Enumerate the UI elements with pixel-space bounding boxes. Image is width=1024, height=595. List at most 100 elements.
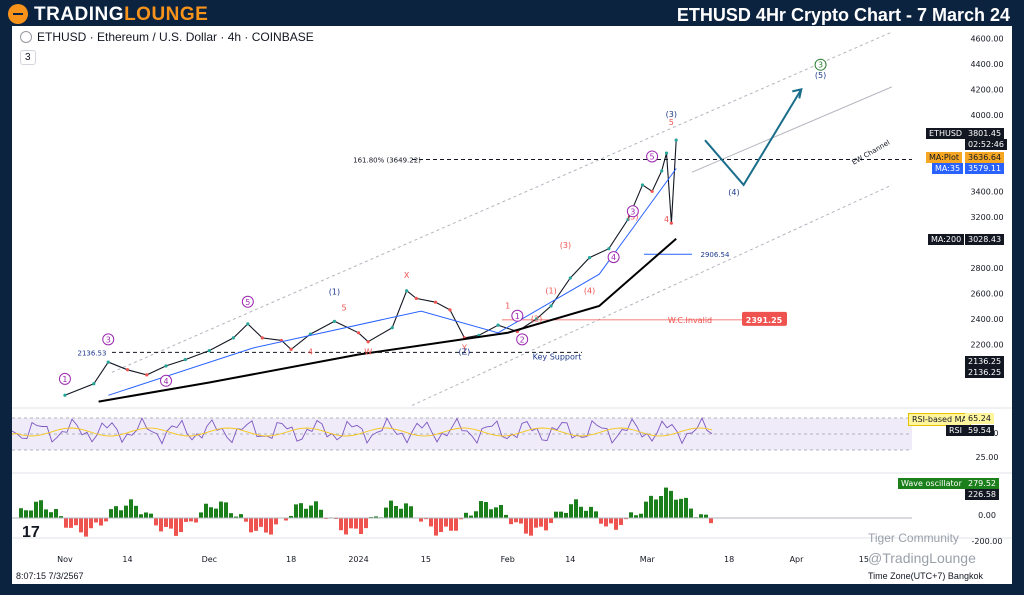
- wave-osc-bar: [579, 506, 583, 518]
- wave-osc-bar: [129, 499, 133, 518]
- wave-osc-bar: [84, 518, 88, 537]
- wave-osc-bar: [39, 500, 43, 518]
- wave-circle-marker: [241, 295, 254, 308]
- price-point: [607, 247, 611, 251]
- ma35-tag-value: 3579.11: [965, 163, 1005, 174]
- price-tick-label: 3200.00: [970, 213, 1003, 222]
- wave-osc-bar: [259, 518, 263, 527]
- wave-osc-bar: [19, 508, 23, 518]
- symbol-legend[interactable]: ETHUSD · Ethereum / U.S. Dollar · 4h · C…: [20, 30, 314, 44]
- wave-label-p4: (4): [728, 188, 739, 197]
- chart-svg[interactable]: 4600.00 4400.00 4200.00 4000.00 3400.00 3200.…: [11, 26, 1012, 584]
- wave-osc-bar: [659, 495, 663, 518]
- wave-osc-bar: [534, 518, 538, 528]
- rsi-tag-label: RSI: [946, 425, 965, 436]
- wc-invalid-badge: [742, 311, 787, 326]
- wave-osc-bar: [629, 512, 633, 518]
- ew-channel-label: EW Channel: [851, 139, 892, 167]
- ma35-line: [108, 168, 677, 396]
- sub-tick-label: -200.00: [972, 537, 1003, 546]
- chart-area[interactable]: 4600.00 4400.00 4200.00 4000.00 3400.00 3200.…: [11, 26, 1012, 584]
- wave-osc-bar: [274, 518, 278, 525]
- wave-label-c3b: 3: [630, 207, 635, 216]
- wave-osc-bar: [689, 508, 693, 518]
- ew-channel-upper: [111, 31, 893, 373]
- timezone-label[interactable]: Time Zone(UTC+7) Bangkok: [868, 571, 983, 581]
- price-point: [125, 368, 130, 372]
- sub-tick-label: 25.00: [976, 453, 999, 462]
- sub-tick-label: 0.00: [978, 511, 996, 520]
- wave-osc-bar: [559, 511, 563, 518]
- tradinglounge-watermark: @TradingLounge: [868, 550, 976, 566]
- wave-osc-bar: [64, 518, 68, 528]
- price-point: [390, 326, 394, 330]
- wave-osc-bar: [439, 518, 443, 533]
- wave-osc-bar: [264, 518, 268, 533]
- wave-osc-bar: [449, 518, 453, 531]
- price-point: [164, 364, 168, 368]
- wave-osc-bar: [234, 516, 238, 518]
- price-point: [568, 276, 572, 280]
- wave-osc-bar: [634, 515, 638, 518]
- ethusd-tag-value: 3801.45: [965, 128, 1005, 139]
- price-point: [289, 347, 293, 351]
- wave-label-p3: (3): [666, 110, 677, 119]
- price-tick-label: 4200.00: [970, 85, 1003, 94]
- tradingview-logo[interactable]: 17: [22, 524, 40, 541]
- wave-osc-bar: [589, 506, 593, 518]
- wave-osc-bar: [134, 505, 138, 518]
- wave-osc-bar: [304, 508, 308, 518]
- wave-label-c5b: 5: [342, 303, 347, 312]
- wave-osc-bar: [519, 518, 523, 524]
- price-tick-label: 2800.00: [970, 264, 1003, 273]
- price-point: [448, 308, 452, 312]
- wave-osc-bar: [24, 510, 28, 518]
- wave-osc-bar: [429, 518, 433, 527]
- wave-osc-bar: [599, 518, 603, 524]
- wave-osc-bar: [709, 518, 713, 524]
- wave-circle-marker: [58, 372, 71, 385]
- wave-osc-bar: [404, 503, 408, 518]
- wave-osc-bar: [389, 500, 393, 518]
- wave-osc-bar: [444, 518, 448, 527]
- price-tick-label: 4000.00: [970, 111, 1003, 120]
- wave-osc-bar: [89, 518, 93, 529]
- wave-osc-bar: [154, 518, 158, 526]
- wave-label-z: (Z): [459, 347, 471, 356]
- price-tick-label: 3400.00: [970, 187, 1003, 196]
- price-point: [260, 336, 264, 340]
- countdown-tag: 02:52:46: [965, 139, 1007, 150]
- wave-label-x: X: [404, 271, 410, 280]
- wc-invalid-value: 2391.25: [746, 316, 783, 325]
- wave-osc-bar: [454, 518, 458, 531]
- wave-osc-bar: [424, 518, 428, 520]
- brand-part-2: LOUNGE: [124, 4, 209, 25]
- wave-label-c3: 3: [106, 335, 111, 344]
- wave-osc-tag-v2: 226.58: [965, 489, 999, 500]
- wave-label-c1b: 1: [515, 312, 520, 321]
- wave-osc-bar: [544, 518, 548, 531]
- wave-osc-bar: [224, 502, 228, 518]
- price-point: [587, 256, 592, 260]
- wave-osc-bar: [609, 518, 613, 524]
- rsi-tag-value: 59.54: [965, 425, 994, 436]
- time-tick-label: Nov: [57, 555, 73, 564]
- rsi-ma-line: [11, 427, 713, 437]
- wave-osc-bar: [229, 513, 233, 518]
- ethusd-tag-label: ETHUSD: [926, 128, 966, 139]
- ma35-tag-label: MA:35: [932, 163, 964, 174]
- wave-osc-bar: [394, 505, 398, 518]
- price-tick-label: 4400.00: [970, 60, 1003, 69]
- indicator-count-button[interactable]: 3: [20, 50, 36, 65]
- tradinglounge-logo-icon: [8, 4, 28, 24]
- wave-osc-bar: [469, 515, 473, 518]
- forecast-arrow-head: [792, 88, 803, 99]
- time-tick-label: 15: [859, 555, 869, 564]
- wave-osc-bar: [704, 514, 708, 518]
- wave-osc-bar: [649, 495, 653, 518]
- page-title: ETHUSD 4Hr Crypto Chart - 7 March 24: [676, 5, 1010, 25]
- price-point: [433, 300, 438, 304]
- wave-osc-bar: [524, 518, 528, 534]
- wave-osc-bar: [339, 518, 343, 531]
- tiger-watermark: Tiger Community: [868, 531, 959, 545]
